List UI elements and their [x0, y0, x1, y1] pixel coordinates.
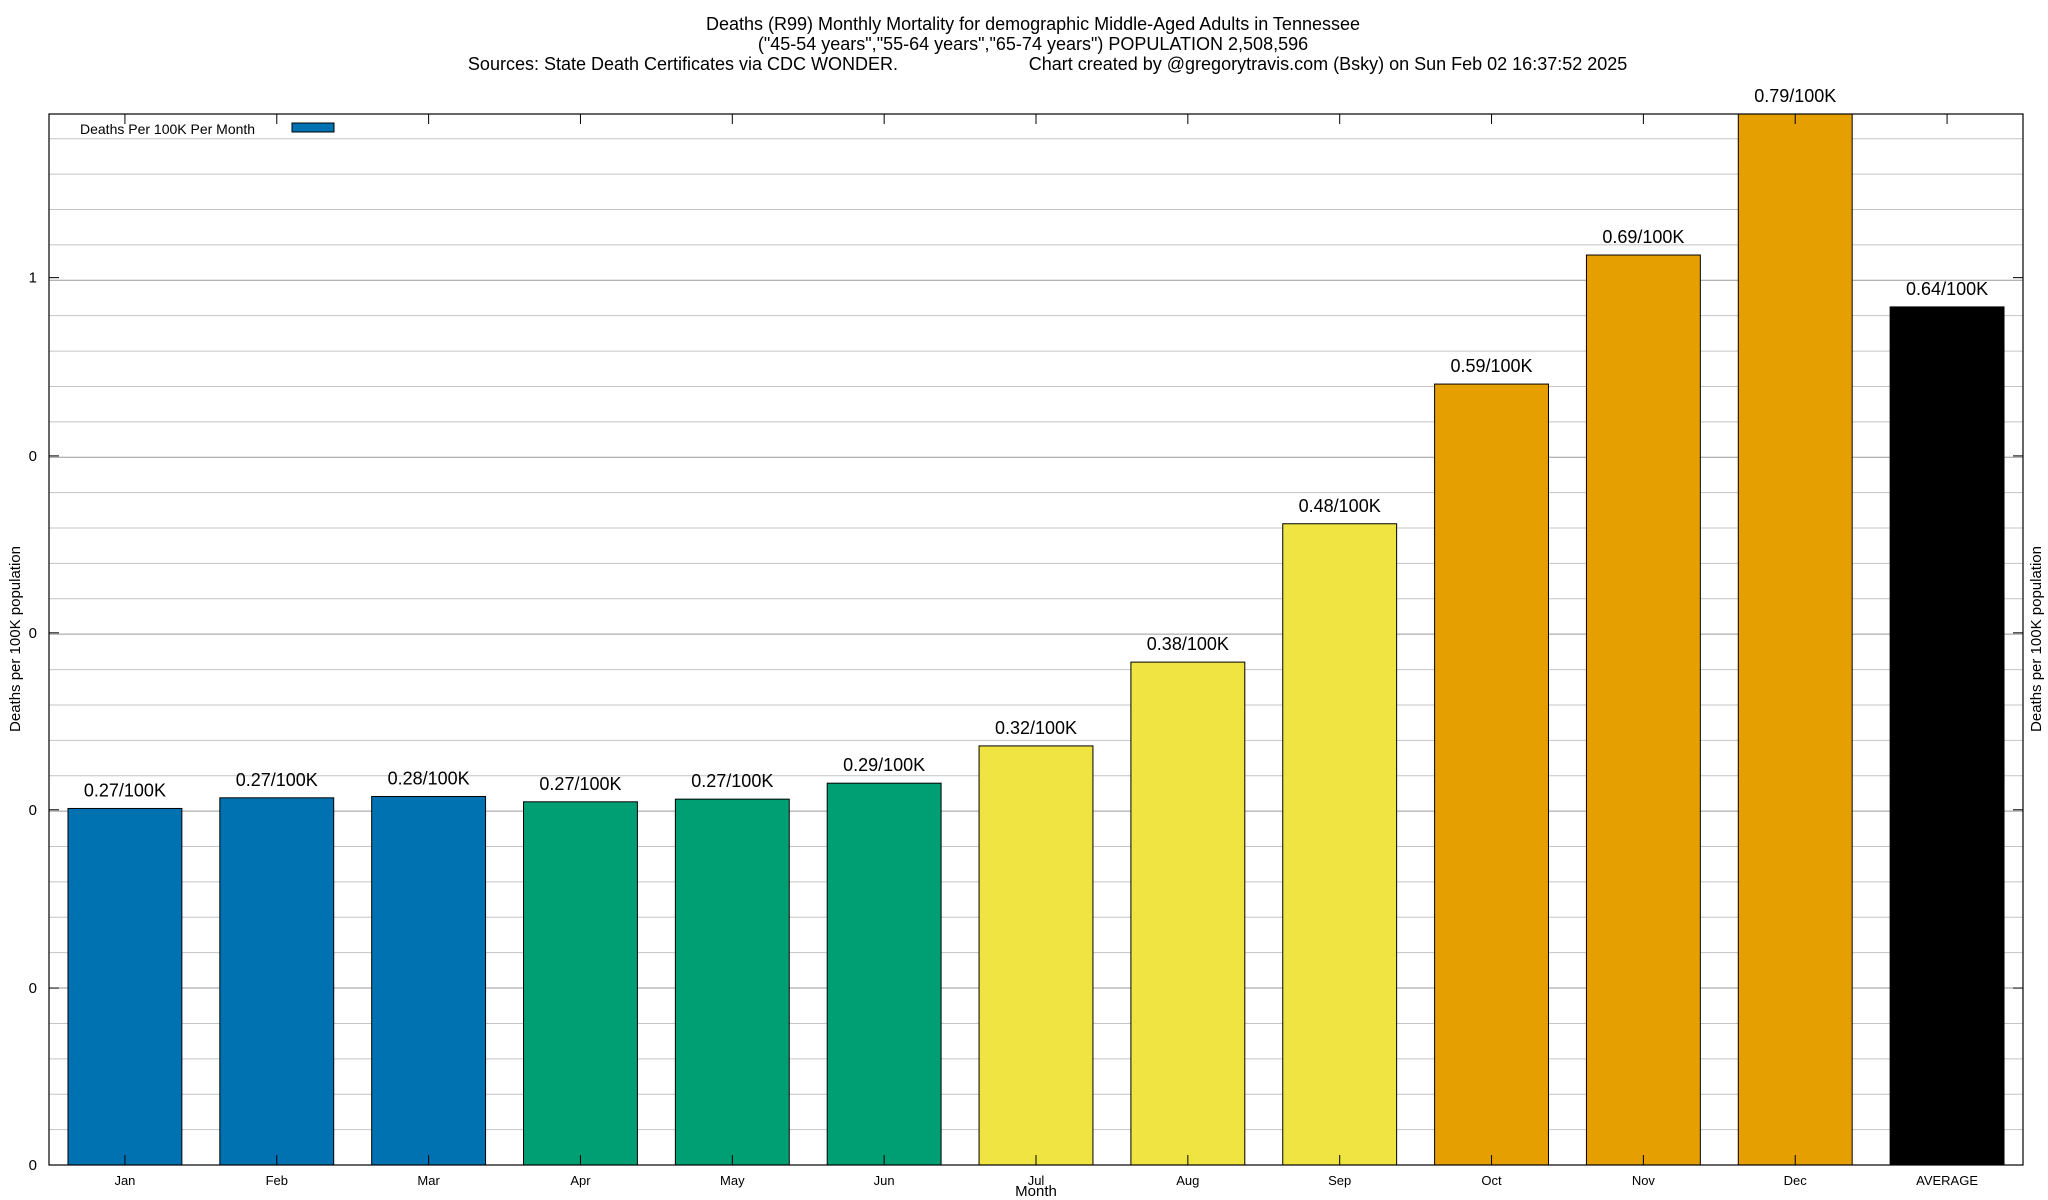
bar-sep — [1282, 523, 1398, 1166]
data-label: 0.27/100K — [539, 774, 621, 794]
x-tick-label: Nov — [1632, 1173, 1656, 1188]
bar-average — [1889, 306, 2005, 1166]
x-tick-label: Jun — [874, 1173, 895, 1188]
x-tick-label: Apr — [570, 1173, 591, 1188]
y-axis-title-left: Deaths per 100K population — [7, 546, 24, 732]
bars — [67, 113, 2005, 1166]
data-label: 0.64/100K — [1906, 279, 1988, 299]
data-label: 0.28/100K — [388, 768, 470, 788]
x-tick-label: Dec — [1784, 1173, 1808, 1188]
bar-jul — [978, 745, 1094, 1166]
data-label: 0.38/100K — [1147, 634, 1229, 654]
data-label: 0.27/100K — [691, 771, 773, 791]
y-axis-title-right: Deaths per 100K population — [2028, 546, 2045, 732]
y-tick-label: 1 — [29, 270, 37, 287]
bar-nov — [1585, 254, 1701, 1166]
y-tick-label: 0 — [29, 1157, 37, 1174]
y-tick-label: 0 — [29, 802, 37, 819]
data-label: 0.32/100K — [995, 718, 1077, 738]
x-tick-label: AVERAGE — [1916, 1173, 1978, 1188]
chart-subtitle: ("45-54 years","55-64 years","65-74 year… — [758, 34, 1308, 54]
legend-swatch — [291, 122, 335, 133]
bar-apr — [523, 801, 638, 1166]
bar-mar — [371, 795, 487, 1166]
plot-frame — [48, 113, 2024, 1166]
data-label: 0.27/100K — [84, 780, 166, 800]
data-label: 0.27/100K — [236, 770, 318, 790]
legend: Deaths Per 100K Per Month — [80, 121, 335, 137]
x-tick-label: Jul — [1028, 1173, 1045, 1188]
data-labels: 0.27/100K 0.27/100K 0.28/100K 0.27/100K 0.27… — [84, 86, 1988, 800]
chart-source: Sources: State Death Certificates via CD… — [468, 54, 898, 74]
x-tick-label: Aug — [1176, 1173, 1199, 1188]
legend-label: Deaths Per 100K Per Month — [80, 121, 255, 137]
x-tick-label: Feb — [266, 1173, 288, 1188]
bar-oct — [1434, 383, 1549, 1166]
x-tick-label: Oct — [1481, 1173, 1502, 1188]
data-label: 0.59/100K — [1450, 356, 1532, 376]
data-label: 0.48/100K — [1299, 496, 1381, 516]
bar-may — [674, 798, 790, 1166]
chart-title: Deaths (R99) Monthly Mortality for demog… — [706, 14, 1360, 34]
data-label: 0.29/100K — [843, 755, 925, 775]
x-tick-label: May — [720, 1173, 745, 1188]
x-tick-label: Jan — [114, 1173, 135, 1188]
bar-aug — [1130, 661, 1246, 1166]
bar-jan — [67, 807, 183, 1166]
y-tick-label: 0 — [29, 625, 37, 642]
data-label: 0.79/100K — [1754, 86, 1836, 106]
y-tick-label: 0 — [29, 448, 37, 465]
chart-credit: Chart created by @gregorytravis.com (Bsk… — [1029, 54, 1628, 74]
x-tick-label: Sep — [1328, 1173, 1351, 1188]
bar-jun — [826, 782, 942, 1166]
y-tick-label: 0 — [29, 980, 37, 997]
x-axis-ticks: Jan Feb Mar Apr May Jun Jul Aug Sep Oct Nov Dec AVER… — [114, 114, 1978, 1188]
x-axis-title: Month — [1015, 1183, 1057, 1200]
bar-dec — [1737, 113, 1853, 1166]
x-tick-label: Mar — [417, 1173, 440, 1188]
bar-feb — [219, 797, 335, 1166]
data-label: 0.69/100K — [1602, 227, 1684, 247]
